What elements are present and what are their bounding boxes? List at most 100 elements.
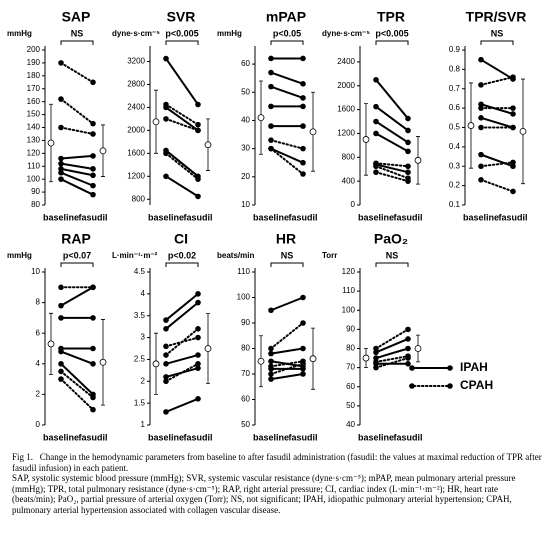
patient-line (480, 116, 514, 129)
patient-line (270, 147, 304, 175)
sig-bracket (165, 40, 199, 45)
mean-marker (467, 122, 475, 129)
patient-line (270, 362, 304, 375)
patient-point (195, 365, 201, 371)
patient-point (58, 284, 64, 291)
patient-point (58, 160, 64, 167)
y-tick-label: 2000 (337, 81, 355, 90)
patient-point (268, 358, 274, 365)
legend-point (447, 383, 453, 389)
panel-title: CI (174, 231, 188, 247)
x-tick-label: baseline (253, 432, 289, 442)
x-tick-label: fasudil (288, 212, 317, 222)
patient-point (58, 169, 64, 176)
patient-line (375, 120, 409, 144)
y-tick-label: 4 (36, 359, 41, 368)
y-tick-label: 60 (241, 395, 250, 404)
y-tick-label: 100 (27, 174, 41, 183)
patient-point (300, 123, 306, 129)
patient-point (300, 294, 306, 301)
patient-line (165, 354, 199, 365)
y-tick-label: 1 (141, 420, 146, 429)
patient-point (405, 148, 411, 155)
patient-point (163, 374, 169, 380)
significance: NS (71, 28, 84, 38)
y-tick-label: 3200 (127, 57, 145, 66)
patient-line (165, 58, 199, 106)
patient-line (60, 98, 94, 125)
patient-point (58, 176, 64, 182)
y-tick-label: 80 (241, 344, 250, 353)
patient-point (405, 139, 411, 146)
patient-point (373, 361, 379, 367)
y-tick-label: 8 (36, 298, 41, 307)
y-tick-label: 30 (241, 144, 250, 153)
patient-line (165, 152, 199, 181)
sig-bracket (270, 262, 304, 267)
patient-line (375, 79, 409, 120)
patient-point (478, 151, 484, 158)
patient-point (90, 79, 96, 86)
patient-point (268, 376, 274, 382)
patient-point (268, 366, 274, 372)
mean-marker (519, 127, 527, 135)
legend-label: CPAH (460, 378, 493, 392)
patient-point (90, 153, 96, 159)
patient-point (58, 124, 64, 131)
y-tick-label: 0.9 (449, 45, 461, 54)
panel-title: TPR (377, 9, 405, 25)
sig-bracket (60, 262, 94, 267)
y-tick-label: 1600 (127, 148, 145, 157)
significance: NS (281, 250, 294, 260)
patient-point (163, 409, 169, 415)
sig-bracket (165, 262, 199, 267)
y-tick-label: 50 (241, 420, 250, 429)
y-tick-label: 60 (346, 382, 355, 391)
patient-line (375, 105, 409, 132)
y-tick-label: 80 (31, 200, 40, 209)
patient-line (165, 149, 199, 178)
patient-point (268, 371, 274, 377)
patient-point (195, 361, 201, 367)
patient-point (510, 111, 516, 117)
patient-line (375, 132, 409, 153)
patient-point (58, 166, 64, 172)
patient-point (268, 137, 274, 143)
patient-point (268, 307, 274, 314)
patient-point (195, 395, 201, 402)
y-tick-label: 60 (241, 59, 250, 68)
patient-point (58, 348, 64, 355)
patient-line (60, 370, 94, 399)
patient-point (478, 177, 484, 183)
y-tick-label: 110 (27, 161, 40, 170)
patient-line (270, 373, 304, 381)
patient-line (270, 296, 304, 312)
patient-line (165, 293, 199, 321)
patient-line (480, 58, 514, 80)
y-tick-label: 2 (36, 390, 41, 399)
patient-point (373, 118, 379, 125)
y-tick-label: 1200 (337, 129, 355, 138)
x-tick-label: fasudil (288, 432, 317, 442)
patient-point (195, 334, 201, 341)
panel-title: PaO₂ (374, 231, 408, 247)
patient-point (373, 130, 379, 137)
patient-line (375, 328, 409, 350)
unit-label: beats/min (217, 251, 254, 260)
patient-line (165, 301, 199, 330)
patient-line (165, 103, 199, 126)
patient-point (163, 55, 169, 62)
patient-point (58, 315, 64, 321)
x-tick-label: baseline (148, 432, 184, 442)
mean-marker (152, 360, 160, 368)
patient-point (163, 343, 169, 350)
unit-label: Torr (322, 251, 337, 260)
patient-line (480, 161, 514, 168)
significance: NS (491, 28, 504, 38)
patient-point (268, 350, 274, 357)
patient-point (163, 361, 169, 367)
caption: Fig 1. Change in the hemodynamic paramet… (12, 452, 542, 515)
patient-point (373, 103, 379, 110)
y-tick-label: 2400 (127, 103, 145, 112)
patient-point (163, 317, 169, 323)
